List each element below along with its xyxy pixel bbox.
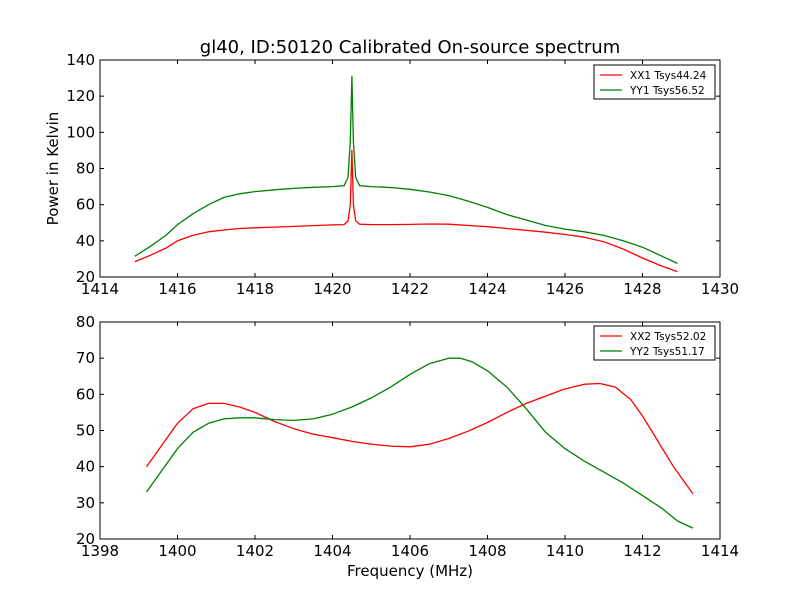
x-tick-label: 1412 <box>623 542 661 560</box>
x-tick-label: 1422 <box>391 280 429 298</box>
x-tick-label: 1400 <box>158 542 196 560</box>
x-tick-label: 1404 <box>313 542 351 560</box>
chart-title: gl40, ID:50120 Calibrated On-source spec… <box>200 37 620 58</box>
series-line-xx2-tsys52-02 <box>145 382 694 495</box>
y-tick-label: 40 <box>76 232 95 250</box>
series-line-yy2-tsys51-17 <box>145 357 694 529</box>
x-tick-label: 1410 <box>546 542 584 560</box>
y-tick-label: 50 <box>76 422 95 440</box>
x-tick-label: 1414 <box>81 280 119 298</box>
x-tick-label: 1418 <box>236 280 274 298</box>
x-tick-label: 1430 <box>701 280 739 298</box>
legend-label: XX2 Tsys52.02 <box>630 331 706 343</box>
bottom-spectrum-plot: 1398 1400 1402 1404 1406 1408 1410 1412 1414 20 30… <box>76 313 739 580</box>
series-line-yy1-tsys56-52 <box>134 75 678 264</box>
x-tick-label: 1402 <box>236 542 274 560</box>
x-tick-label: 1420 <box>313 280 351 298</box>
legend: XX2 Tsys52.02 YY2 Tsys51.17 <box>593 325 716 361</box>
x-tick-label: 1426 <box>546 280 584 298</box>
legend: XX1 Tsys44.24 YY1 Tsys56.52 <box>593 64 716 100</box>
x-tick-label: 1406 <box>391 542 429 560</box>
legend-label: YY1 Tsys56.52 <box>629 85 705 97</box>
x-tick-label: 1416 <box>158 280 196 298</box>
legend-label: YY2 Tsys51.17 <box>629 346 705 358</box>
x-tick-label: 1414 <box>701 542 739 560</box>
y-tick-label: 70 <box>76 349 95 367</box>
y-tick-label: 80 <box>76 313 95 331</box>
legend-box <box>593 325 716 361</box>
x-tick-label: 1398 <box>81 542 119 560</box>
y-tick-label: 30 <box>76 494 95 512</box>
legend-label: XX1 Tsys44.24 <box>630 70 707 82</box>
y-tick-label: 120 <box>66 87 95 105</box>
y-tick-label: 20 <box>76 530 95 548</box>
y-tick-label: 140 <box>66 51 95 69</box>
series-line-xx1-tsys44-24 <box>134 149 678 273</box>
x-tick-label: 1424 <box>468 280 506 298</box>
legend-box <box>593 64 716 100</box>
x-tick-label: 1408 <box>468 542 506 560</box>
y-tick-label: 40 <box>76 458 95 476</box>
y-tick-label: 60 <box>76 385 95 403</box>
y-tick-label: 60 <box>76 196 95 214</box>
x-tick-label: 1428 <box>623 280 661 298</box>
y-tick-label: 100 <box>66 123 95 141</box>
y-tick-label: 20 <box>76 268 95 286</box>
x-axis-label: Frequency (MHz) <box>347 562 473 580</box>
y-tick-label: 80 <box>76 160 95 178</box>
y-axis-label: Power in Kelvin <box>44 112 62 226</box>
top-spectrum-plot: 1414 1416 1418 1420 1422 1424 1426 1428 1430 20 40… <box>44 51 739 298</box>
